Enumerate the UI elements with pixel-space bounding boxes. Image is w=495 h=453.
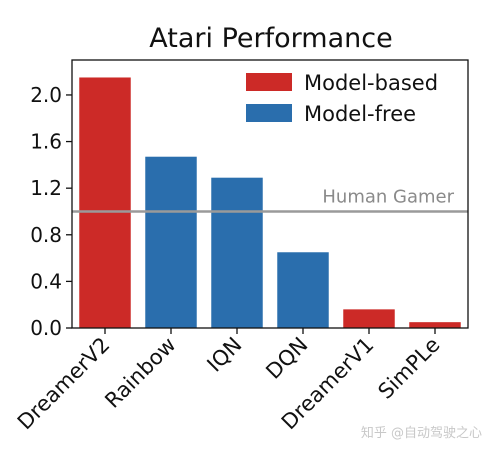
watermark: 知乎 @自动驾驶之心 — [361, 425, 482, 441]
bar-iqn — [211, 177, 263, 328]
x-tick-label-dqn: DQN — [261, 333, 312, 384]
legend-label-model-free: Model-free — [304, 102, 416, 126]
x-tick-label-simple: SimPLe — [373, 333, 444, 404]
plot-area: Human Gamer 0.0 0.4 0.8 1.2 1.6 2.0 DreamerV2Ra… — [13, 59, 469, 435]
y-tick-label: 0.4 — [30, 269, 62, 293]
x-tick-label-dreamerv2: DreamerV2 — [13, 333, 115, 435]
chart-title: Atari Performance — [149, 23, 392, 54]
bar-dqn — [277, 252, 329, 328]
legend-swatch-model-free — [246, 104, 292, 122]
legend-label-model-based: Model-based — [304, 71, 438, 95]
bar-simple — [409, 322, 461, 328]
y-tick-label: 0.8 — [30, 223, 62, 247]
y-tick-label: 0.0 — [30, 316, 62, 340]
bar-rainbow — [145, 156, 197, 328]
legend-swatch-model-based — [246, 73, 292, 91]
bar-dreamerv2 — [79, 77, 131, 328]
human-gamer-label: Human Gamer — [322, 186, 454, 207]
y-tick-label: 1.6 — [30, 130, 62, 154]
x-tick-label-iqn: IQN — [202, 333, 246, 377]
x-tick-label-rainbow: Rainbow — [100, 333, 180, 413]
y-tick-label: 2.0 — [30, 83, 62, 107]
y-tick-label: 1.2 — [30, 176, 62, 200]
axes-frame — [71, 59, 469, 329]
bar-dreamerv1 — [343, 309, 395, 328]
